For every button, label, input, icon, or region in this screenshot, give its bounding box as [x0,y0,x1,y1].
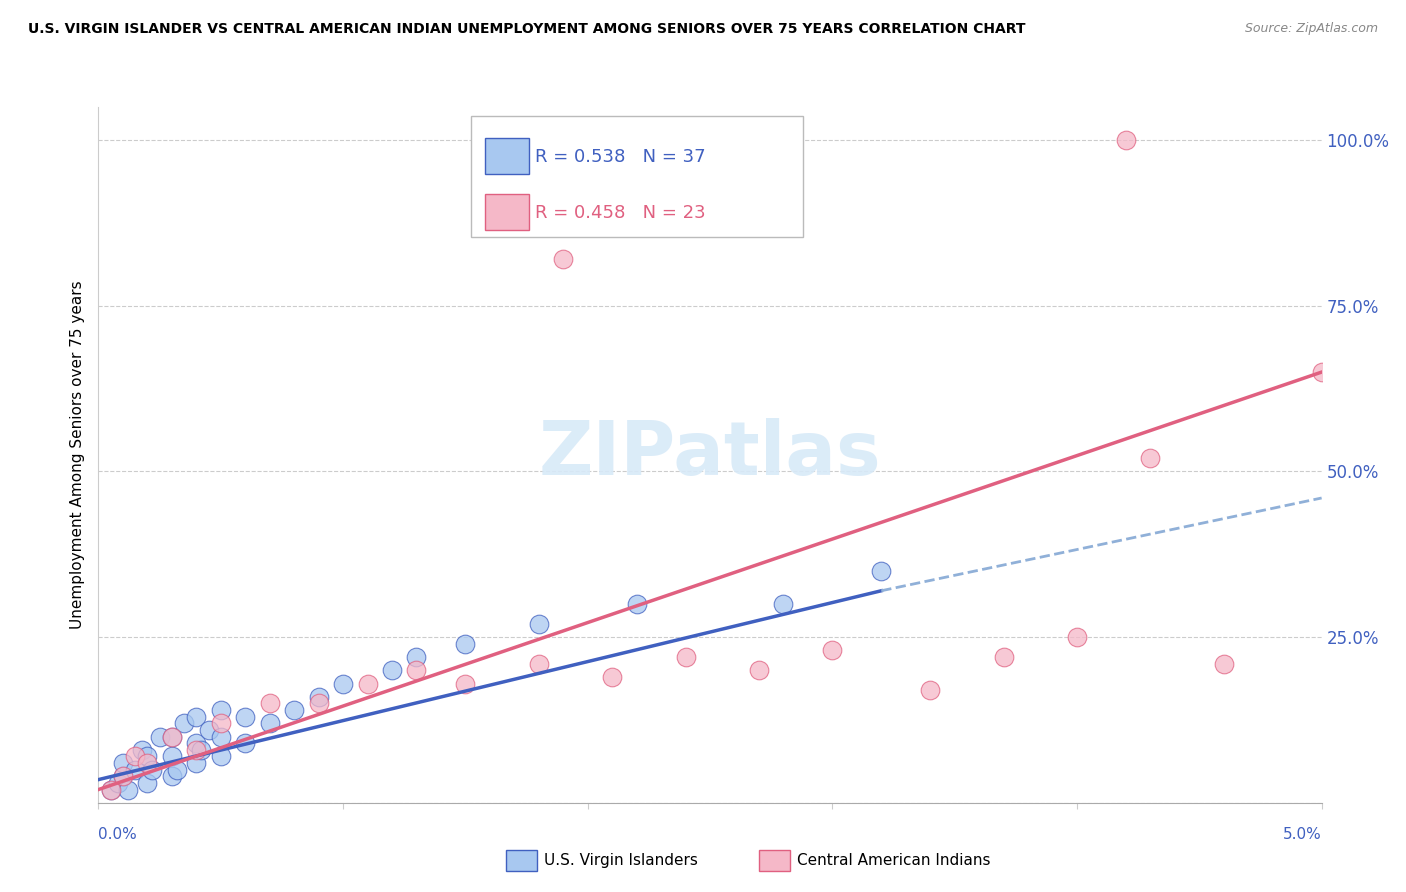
Text: Central American Indians: Central American Indians [797,854,991,868]
Point [600,670,623,684]
Point [381,663,404,677]
Point [626,597,648,611]
Point [149,730,172,744]
Y-axis label: Unemployment Among Seniors over 75 years: Unemployment Among Seniors over 75 years [70,281,86,629]
Point [675,650,697,665]
Point [209,749,232,764]
Point [160,769,183,783]
Point [111,769,134,783]
Text: ZIPatlas: ZIPatlas [538,418,882,491]
Point [356,676,378,690]
Text: U.S. Virgin Islanders: U.S. Virgin Islanders [544,854,697,868]
Point [190,743,212,757]
Point [166,763,188,777]
Point [111,756,134,770]
Point [136,776,159,790]
Point [308,697,330,711]
Point [454,637,477,651]
Point [1310,365,1333,379]
Point [527,616,550,631]
Point [111,769,134,783]
Point [186,736,208,750]
Point [993,650,1015,665]
Point [186,756,208,770]
Point [160,730,183,744]
Point [100,782,122,797]
Point [233,736,256,750]
Point [920,683,942,698]
Point [186,709,208,723]
Point [197,723,219,737]
Text: Source: ZipAtlas.com: Source: ZipAtlas.com [1244,22,1378,36]
Text: R = 0.538   N = 37: R = 0.538 N = 37 [534,148,706,166]
Text: U.S. VIRGIN ISLANDER VS CENTRAL AMERICAN INDIAN UNEMPLOYMENT AMONG SENIORS OVER : U.S. VIRGIN ISLANDER VS CENTRAL AMERICAN… [28,22,1025,37]
Point [136,749,159,764]
Point [870,564,893,578]
Point [209,703,232,717]
Point [173,716,195,731]
Point [1066,630,1088,644]
Point [308,690,330,704]
Point [117,782,139,797]
Point [405,663,427,677]
Text: 5.0%: 5.0% [1282,827,1322,841]
Point [821,643,844,657]
Point [136,756,159,770]
Point [209,716,232,731]
Point [332,676,354,690]
Point [141,763,163,777]
Point [1212,657,1234,671]
Point [124,763,146,777]
Point [186,743,208,757]
Text: 0.0%: 0.0% [98,827,138,841]
Point [107,776,129,790]
Point [160,730,183,744]
Point [259,697,281,711]
Point [748,663,770,677]
Point [772,597,794,611]
Point [131,743,153,757]
Text: R = 0.458   N = 23: R = 0.458 N = 23 [534,203,706,222]
Point [527,657,550,671]
Point [1139,451,1161,466]
Point [233,709,256,723]
Point [454,676,477,690]
Point [1115,133,1137,147]
Point [124,749,146,764]
Point [209,730,232,744]
Point [100,782,122,797]
Point [160,749,183,764]
Point [553,252,575,267]
Point [405,650,427,665]
Point [259,716,281,731]
Point [283,703,305,717]
